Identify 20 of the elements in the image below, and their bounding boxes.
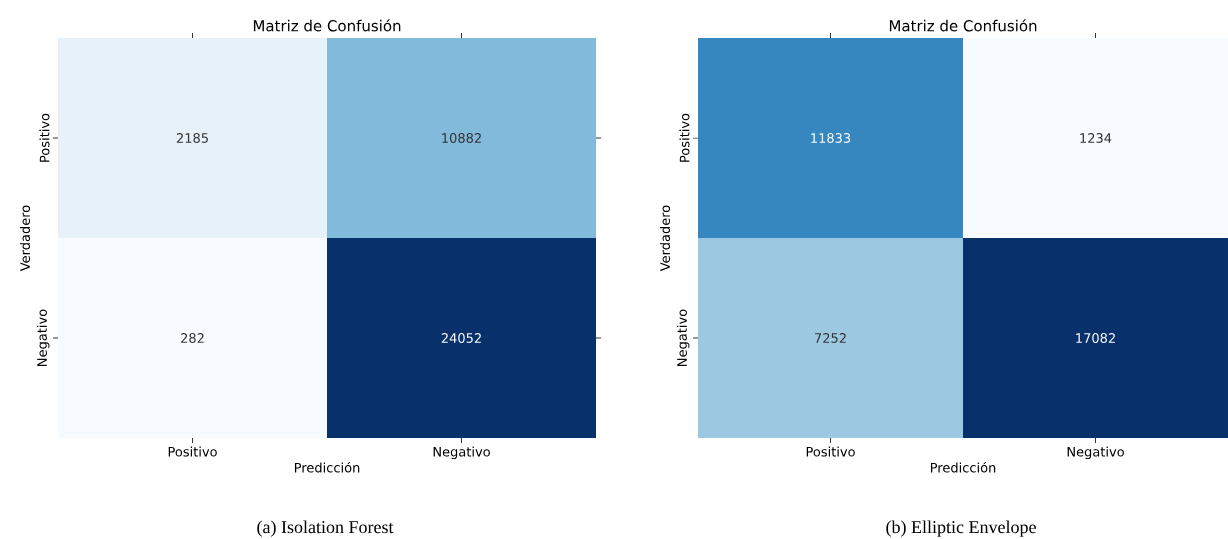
data-label: 17082 xyxy=(1076,333,1115,343)
data-label: 11833 xyxy=(811,133,851,143)
data-label: 1234 xyxy=(1080,133,1112,143)
y-axis-title: Verdadero xyxy=(19,205,31,272)
data-label: 282 xyxy=(181,333,204,343)
x-tick-label: Negativo xyxy=(433,446,490,460)
y-axis-title: Verdadero xyxy=(659,205,671,272)
data-label: 10882 xyxy=(442,133,481,143)
x-tick-label: Positivo xyxy=(168,446,217,457)
x-tick-label: Positivo xyxy=(806,446,855,457)
x-axis-title: Predicción xyxy=(930,461,996,473)
text: (a) Isolation Forest xyxy=(257,520,394,537)
data-label: 2185 xyxy=(176,133,208,143)
data-label: 7252 xyxy=(815,333,846,343)
chart-title: Matriz de Confusión xyxy=(889,19,1037,32)
chart-title: Matriz de Confusión xyxy=(253,19,401,32)
x-axis-title: Predicción xyxy=(294,461,360,473)
x-tick-label: Negativo xyxy=(1067,446,1124,460)
data-label: 24052 xyxy=(441,333,481,343)
text: (b) Elliptic Envelope xyxy=(886,520,1036,537)
